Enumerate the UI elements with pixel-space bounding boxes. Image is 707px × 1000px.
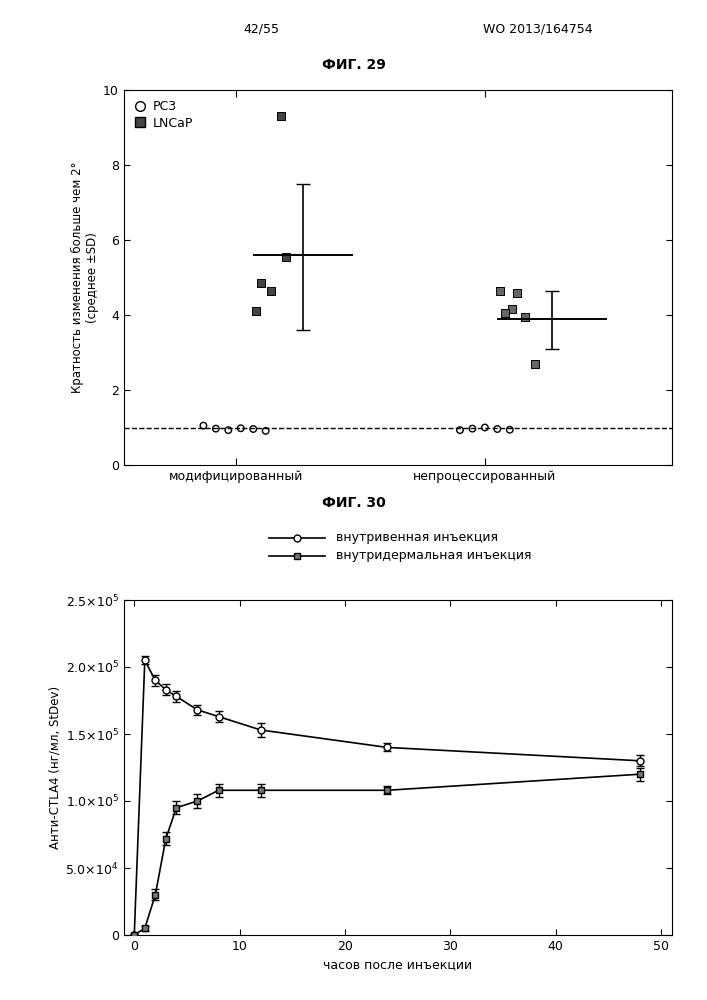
Point <box>280 249 291 265</box>
Point <box>507 301 518 317</box>
Text: ФИГ. 30: ФИГ. 30 <box>322 496 385 510</box>
Point <box>198 418 209 434</box>
Point <box>235 420 247 436</box>
Point <box>455 422 466 438</box>
Point <box>247 421 259 437</box>
Legend: PC3, LNCaP: PC3, LNCaP <box>130 96 197 133</box>
Point <box>260 423 271 439</box>
Y-axis label: Анти-CTLA4 (нг/мл, StDev): Анти-CTLA4 (нг/мл, StDev) <box>48 686 62 849</box>
Point <box>223 422 234 438</box>
Point <box>499 305 510 321</box>
Point <box>265 283 276 299</box>
Point <box>210 421 221 437</box>
Point <box>250 303 262 319</box>
Point <box>479 420 491 436</box>
Text: ФИГ. 29: ФИГ. 29 <box>322 58 385 72</box>
Text: внутривенная инъекция: внутривенная инъекция <box>336 532 498 544</box>
Point <box>512 284 523 300</box>
Point <box>519 309 530 325</box>
X-axis label: часов после инъекции: часов после инъекции <box>323 958 472 971</box>
Text: WO 2013/164754: WO 2013/164754 <box>482 23 592 36</box>
Text: 42/55: 42/55 <box>244 23 279 36</box>
Point <box>494 283 506 299</box>
Point <box>504 422 515 438</box>
Text: внутридермальная инъекция: внутридермальная инъекция <box>336 550 532 562</box>
Point <box>275 108 286 124</box>
Y-axis label: Кратность изменения больше чем 2°
(среднее ±SD): Кратность изменения больше чем 2° (средн… <box>71 162 99 393</box>
Point <box>255 275 267 291</box>
Point <box>491 421 503 437</box>
Point <box>467 421 478 437</box>
Point <box>529 356 540 372</box>
